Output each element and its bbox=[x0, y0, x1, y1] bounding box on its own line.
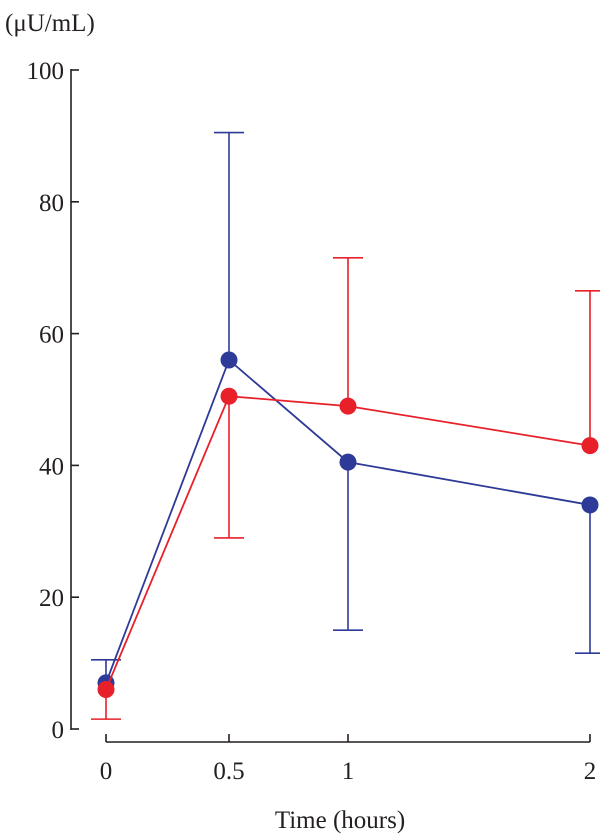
x-tick-label: 1 bbox=[342, 758, 355, 785]
series-2 bbox=[91, 257, 600, 720]
y-tick-label: 60 bbox=[39, 322, 64, 349]
series-line bbox=[105, 358, 591, 684]
data-point bbox=[97, 680, 115, 698]
series-layer bbox=[91, 131, 600, 720]
data-point bbox=[220, 387, 238, 405]
data-point bbox=[220, 351, 238, 369]
x-tick-label: 2 bbox=[584, 758, 597, 785]
y-axis-unit-label: (μU/mL) bbox=[5, 10, 95, 37]
data-point bbox=[581, 496, 599, 514]
y-tick-label: 80 bbox=[39, 190, 64, 217]
y-tick-label: 100 bbox=[27, 58, 65, 85]
y-tick-label: 0 bbox=[52, 717, 65, 744]
y-axis-ticks: 0 20 40 60 80 100 bbox=[27, 58, 79, 744]
data-point bbox=[339, 397, 357, 415]
x-axis-ticks: 0 0.5 1 2 bbox=[100, 734, 597, 785]
y-tick-label: 20 bbox=[39, 585, 64, 612]
data-point bbox=[339, 453, 357, 471]
data-point bbox=[581, 437, 599, 455]
series-line bbox=[105, 395, 591, 690]
x-axis-title: Time (hours) bbox=[275, 807, 405, 834]
x-tick-label: 0 bbox=[100, 758, 113, 785]
x-tick-label: 0.5 bbox=[213, 758, 244, 785]
y-tick-label: 40 bbox=[39, 453, 64, 480]
